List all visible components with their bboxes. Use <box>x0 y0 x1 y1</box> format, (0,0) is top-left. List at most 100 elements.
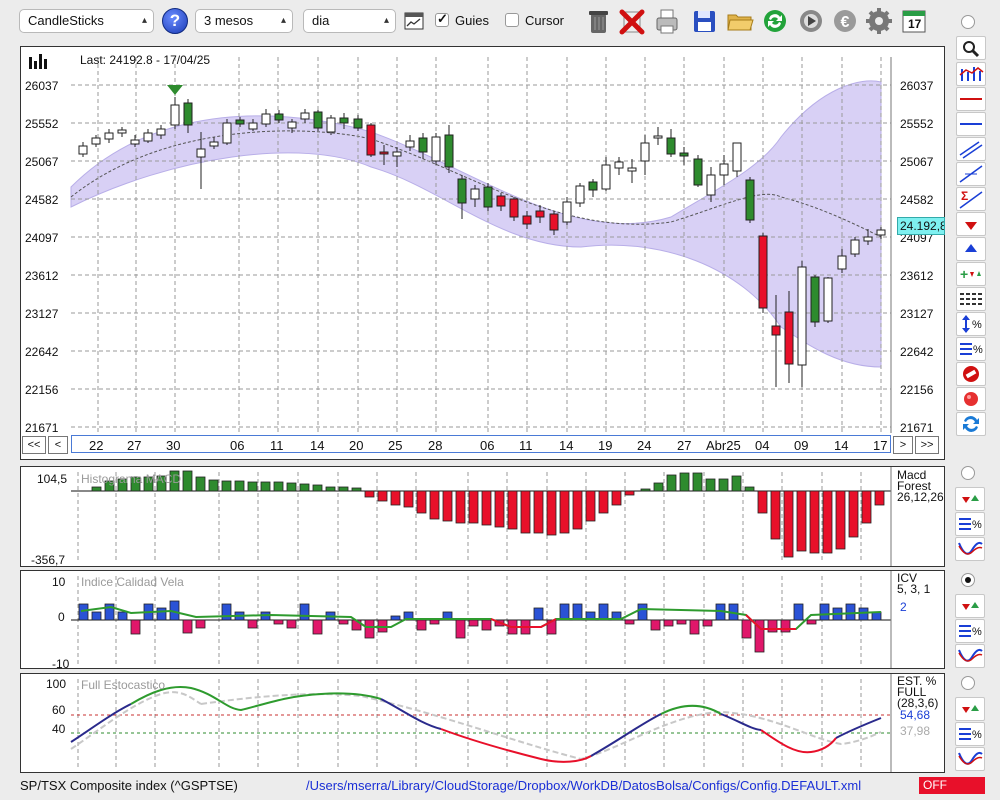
save-button[interactable] <box>689 6 719 36</box>
nav-next-button[interactable]: > <box>893 436 913 454</box>
stochastic-curve-button[interactable] <box>955 747 985 771</box>
zoom-tool-button[interactable] <box>956 36 986 60</box>
record-button[interactable] <box>956 387 986 411</box>
config-path-link[interactable]: /Users/mserra/Library/CloudStorage/Dropb… <box>306 778 862 793</box>
y-tick: 21671 <box>25 421 59 435</box>
svg-text:%: % <box>972 729 982 741</box>
reload-data-button[interactable] <box>796 6 826 36</box>
nav-first-button[interactable]: << <box>22 436 46 454</box>
curve-icon <box>958 541 983 555</box>
macd-title: Histograma MACD <box>81 472 182 486</box>
date-label: 14 <box>310 438 325 453</box>
horizontal-red-line-button[interactable] <box>956 87 986 111</box>
stochastic-move-button[interactable] <box>955 697 985 721</box>
clear-drawings-button[interactable] <box>956 362 986 386</box>
icv-panel[interactable]: Indice Calidad Vela 10 0 -10 ICV 5, 3, 1… <box>20 570 945 671</box>
y-tick: 23612 <box>25 269 59 283</box>
date-label: 28 <box>428 438 443 453</box>
period-select[interactable]: 3 mesos ▴ <box>195 9 293 33</box>
macd-lines-button[interactable]: % <box>955 512 985 536</box>
y-tick: 23127 <box>25 307 59 321</box>
date-label: 11 <box>270 438 284 453</box>
print-button[interactable] <box>652 6 682 36</box>
euro-button[interactable]: € <box>830 6 860 36</box>
stochastic-level-40: 40 <box>52 722 66 736</box>
y-tick-right: 22156 <box>900 383 934 397</box>
channel-tool-button[interactable] <box>956 137 986 161</box>
stochastic-lines-button[interactable]: % <box>955 722 985 746</box>
percent-range-button[interactable]: % <box>956 312 986 336</box>
trash-icon <box>589 11 608 33</box>
main-panel-radio[interactable] <box>961 15 975 29</box>
refresh-button[interactable] <box>760 6 790 36</box>
macd-panel[interactable]: Histograma MACD 104,5 -356,7 Macd Forest… <box>20 466 945 567</box>
calendar-icon <box>902 10 926 33</box>
red-dot-icon <box>964 392 978 406</box>
date-label: 04 <box>755 438 770 453</box>
tools-column: Σ + % % <box>955 36 986 436</box>
date-label: 06 <box>480 438 495 453</box>
symbol-select[interactable]: CandleSticks ▴ <box>19 9 154 33</box>
macd-move-button[interactable] <box>955 487 985 511</box>
date-axis[interactable] <box>71 435 891 453</box>
y-tick: 25552 <box>25 117 59 131</box>
icv-legend-1: ICV <box>897 571 918 585</box>
fibonacci-tool-button[interactable]: Σ <box>956 187 986 211</box>
price-chart-svg <box>29 54 892 433</box>
floppy-icon <box>694 11 715 32</box>
icv-curve-button[interactable] <box>955 644 985 668</box>
macd-legend-3: 26,12,26 <box>897 490 944 504</box>
guides-checkbox[interactable] <box>435 11 449 27</box>
icv-top-value: 10 <box>52 575 66 589</box>
delete-button[interactable] <box>617 6 647 36</box>
trash-button[interactable] <box>583 6 613 36</box>
signal-marker <box>167 85 183 95</box>
svg-text:%: % <box>973 344 983 356</box>
icv-bottom-value: -10 <box>52 657 70 671</box>
macd-histogram-svg <box>71 467 892 566</box>
off-status-badge[interactable]: OFF <box>919 777 985 794</box>
icv-chart-svg <box>71 571 892 668</box>
percent-lines-button[interactable]: % <box>956 337 986 361</box>
dashed-lines-icon <box>960 293 982 305</box>
macd-radio[interactable] <box>961 466 975 480</box>
help-button[interactable]: ? <box>162 8 188 34</box>
interval-select[interactable]: dia ▴ <box>303 9 396 33</box>
open-folder-button[interactable] <box>725 6 755 36</box>
trendline-tool-button[interactable] <box>956 162 986 186</box>
sell-marker-button[interactable] <box>956 212 986 236</box>
svg-text:€: € <box>841 14 850 31</box>
date-label: 30 <box>166 438 181 453</box>
icv-move-button[interactable] <box>955 594 985 618</box>
calendar-button[interactable]: 17 <box>899 6 929 36</box>
nav-last-button[interactable]: >> <box>915 436 939 454</box>
stochastic-legend-2: FULL <box>897 685 927 699</box>
last-price-label: Last: 24192.8 - 17/04/25 <box>80 53 211 67</box>
curve-icon <box>958 751 983 765</box>
grid-lines-button[interactable] <box>956 287 986 311</box>
svg-text:+: + <box>960 266 968 282</box>
add-marker-button[interactable]: + <box>956 262 986 286</box>
stochastic-level-60: 60 <box>52 703 66 717</box>
percent-range-icon: % <box>962 315 982 333</box>
bar-style-button[interactable] <box>956 62 986 86</box>
icv-radio[interactable] <box>961 573 975 587</box>
icv-zero-value: 0 <box>58 610 65 624</box>
macd-curve-button[interactable] <box>955 537 985 561</box>
y-tick-right: 21671 <box>900 421 934 435</box>
cursor-checkbox[interactable] <box>505 13 519 27</box>
svg-text:%: % <box>972 519 982 531</box>
chart-window-icon[interactable] <box>404 11 424 31</box>
stochastic-radio[interactable] <box>961 676 975 690</box>
buy-marker-button[interactable] <box>956 237 986 261</box>
icv-lines-button[interactable]: % <box>955 619 985 643</box>
swap-button[interactable] <box>956 412 986 436</box>
price-chart-panel[interactable]: Last: 24192.8 - 17/04/25 26037 25552 250… <box>20 46 945 460</box>
help-icon: ? <box>169 11 181 30</box>
date-label: 24 <box>637 438 652 453</box>
stochastic-panel[interactable]: Full Estocastico 100 60 40 EST. % FULL (… <box>20 673 945 773</box>
horizontal-blue-line-button[interactable] <box>956 112 986 136</box>
plus-arrows-icon: + <box>960 266 981 282</box>
nav-prev-button[interactable]: < <box>48 436 68 454</box>
settings-button[interactable] <box>864 6 894 36</box>
